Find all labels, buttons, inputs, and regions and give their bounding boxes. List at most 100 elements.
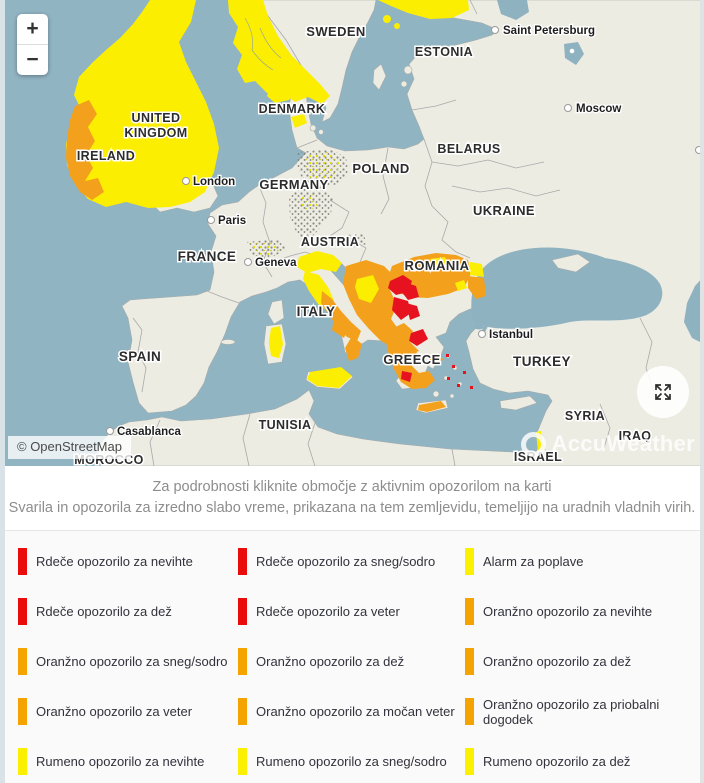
label-austria: AUSTRIA	[301, 235, 359, 249]
legend-color-bar	[465, 698, 474, 725]
warning-legend: Rdeče opozorilo za nevihte Rdeče opozori…	[0, 530, 704, 783]
legend-color-bar	[238, 648, 247, 675]
legend-color-bar	[18, 548, 27, 575]
zoom-in-button[interactable]: +	[26, 17, 39, 40]
legend-color-bar	[238, 548, 247, 575]
bosphorus	[482, 318, 491, 332]
label-saint-petersburg: Saint Petersburg	[503, 25, 595, 37]
warning-orange-greece	[386, 323, 435, 389]
legend-label: Oranžno opozorilo za dež	[483, 654, 632, 669]
warning-yellow-uk-ireland	[66, 0, 219, 208]
label-france: FRANCE	[178, 249, 237, 264]
warning-yellow-finland	[378, 0, 469, 19]
warning-yellow-bosphorus-coast	[470, 262, 484, 277]
osm-attribution[interactable]: © OpenStreetMap	[8, 436, 131, 459]
page-edge-left	[0, 0, 5, 783]
legend-label: Oranžno opozorilo za sneg/sodro	[36, 654, 228, 669]
expand-arrows-icon	[655, 384, 671, 400]
legend-item: Rdeče opozorilo za dež	[18, 598, 238, 625]
legend-color-bar	[465, 598, 474, 625]
country-labels: SWEDEN ESTONIA DENMARK UNITED KINGDOM IR…	[73, 23, 653, 467]
warning-orange-crete	[418, 401, 446, 412]
legend-color-bar	[465, 648, 474, 675]
zoom-out-button[interactable]: −	[26, 48, 39, 71]
legend-label: Alarm za poplave	[483, 554, 584, 569]
warning-speckle-alps	[247, 239, 286, 258]
warning-yellow-north-italy	[297, 251, 342, 273]
city-dot-paris	[207, 216, 215, 224]
legend-label: Oranžno opozorilo za priobalni dogodek	[483, 696, 660, 727]
notice-panel: Za podrobnosti kliknite območje z aktivn…	[0, 466, 704, 530]
legend-item: Rdeče opozorilo za nevihte	[18, 548, 238, 575]
notice-line2: Svarila in opozorila za izredno slabo vr…	[8, 500, 696, 516]
legend-item: Oranžno opozorilo za dež	[465, 648, 704, 675]
legend-label: Rdeče opozorilo za dež	[36, 604, 172, 619]
legend-item: Oranžno opozorilo za sneg/sodro	[18, 648, 238, 675]
label-israel: ISRAEL	[514, 450, 562, 464]
label-united-kingdom: UNITED	[132, 111, 181, 125]
label-poland: POLAND	[352, 161, 409, 176]
water-bodies	[471, 0, 704, 344]
legend-item: Oranžno opozorilo za močan veter	[238, 698, 465, 725]
lake	[564, 42, 584, 65]
label-germany: GERMANY	[259, 177, 328, 192]
legend-color-bar	[238, 698, 247, 725]
legend-item: Rumeno opozorilo za dež	[465, 748, 704, 775]
caspian-sea	[684, 276, 704, 344]
warning-yellow-sardinia	[269, 326, 283, 358]
label-london: London	[193, 176, 235, 188]
warning-yellow-denmark	[267, 73, 297, 103]
warning-yellow-norway	[228, 0, 330, 104]
label-turkey: TURKEY	[513, 354, 571, 369]
label-syria: SYRIA	[565, 409, 605, 423]
label-moscow: Moscow	[576, 103, 621, 115]
label-casablanca: Casablanca	[117, 426, 182, 438]
legend-label: Rdeče opozorilo za veter	[256, 604, 400, 619]
legend-item: Rdeče opozorilo za veter	[238, 598, 465, 625]
warning-speckle-germany	[289, 149, 367, 248]
legend-item: Oranžno opozorilo za veter	[18, 698, 238, 725]
zoom-control: + −	[17, 14, 48, 75]
label-ireland: IRELAND	[77, 149, 135, 163]
legend-label: Oranžno opozorilo za močan veter	[256, 704, 455, 719]
legend-color-bar	[465, 748, 474, 775]
legend-item: Rumeno opozorilo za nevihte	[18, 748, 238, 775]
legend-item: Alarm za poplave	[465, 548, 704, 575]
label-tunisia: TUNISIA	[259, 418, 312, 432]
lake-ladoga	[497, 0, 529, 20]
warning-red-aegean	[446, 354, 473, 389]
legend-color-bar	[465, 548, 474, 575]
legend-label: Rumeno opozorilo za dež	[483, 754, 631, 769]
label-romania: ROMANIA	[405, 258, 470, 273]
page-edge-right	[700, 0, 704, 783]
legend-label: Rdeče opozorilo za sneg/sodro	[256, 554, 436, 569]
city-dot-saint-petersburg	[491, 26, 499, 34]
crimea	[551, 253, 591, 273]
warning-areas[interactable]	[0, 0, 543, 452]
legend-item: Oranžno opozorilo za nevihte	[465, 598, 704, 625]
legend-label: Oranžno opozorilo za nevihte	[483, 604, 653, 619]
label-ukraine: UKRAINE	[473, 203, 535, 218]
warning-orange-ireland-coast	[66, 100, 104, 200]
legend-color-bar	[18, 698, 27, 725]
legend-item: Oranžno opozorilo za priobalni dogodek	[465, 696, 704, 727]
warning-red-balkans	[388, 275, 420, 320]
legend-label: Oranžno opozorilo za dež	[256, 654, 405, 669]
fullscreen-button[interactable]	[637, 366, 689, 418]
city-dot-moscow	[564, 104, 572, 112]
label-sweden: SWEDEN	[306, 24, 365, 39]
legend-label: Rdeče opozorilo za nevihte	[36, 554, 193, 569]
warning-map[interactable]: SWEDEN ESTONIA DENMARK UNITED KINGDOM IR…	[0, 0, 704, 466]
legend-color-bar	[18, 648, 27, 675]
city-dot-istanbul	[478, 330, 486, 338]
warning-yellow-bosnia	[355, 275, 379, 303]
zoom-divider	[17, 44, 48, 45]
warning-red-thessaloniki	[409, 329, 428, 346]
label-istanbul: Istanbul	[489, 329, 533, 341]
label-greece: GREECE	[383, 352, 440, 367]
label-united-kingdom-2: KINGDOM	[124, 126, 187, 140]
warning-orange-apennines	[321, 291, 361, 341]
legend-label: Rumeno opozorilo za sneg/sodro	[256, 754, 447, 769]
legend-item: Oranžno opozorilo za dež	[238, 648, 465, 675]
map-canvas: SWEDEN ESTONIA DENMARK UNITED KINGDOM IR…	[0, 0, 704, 466]
